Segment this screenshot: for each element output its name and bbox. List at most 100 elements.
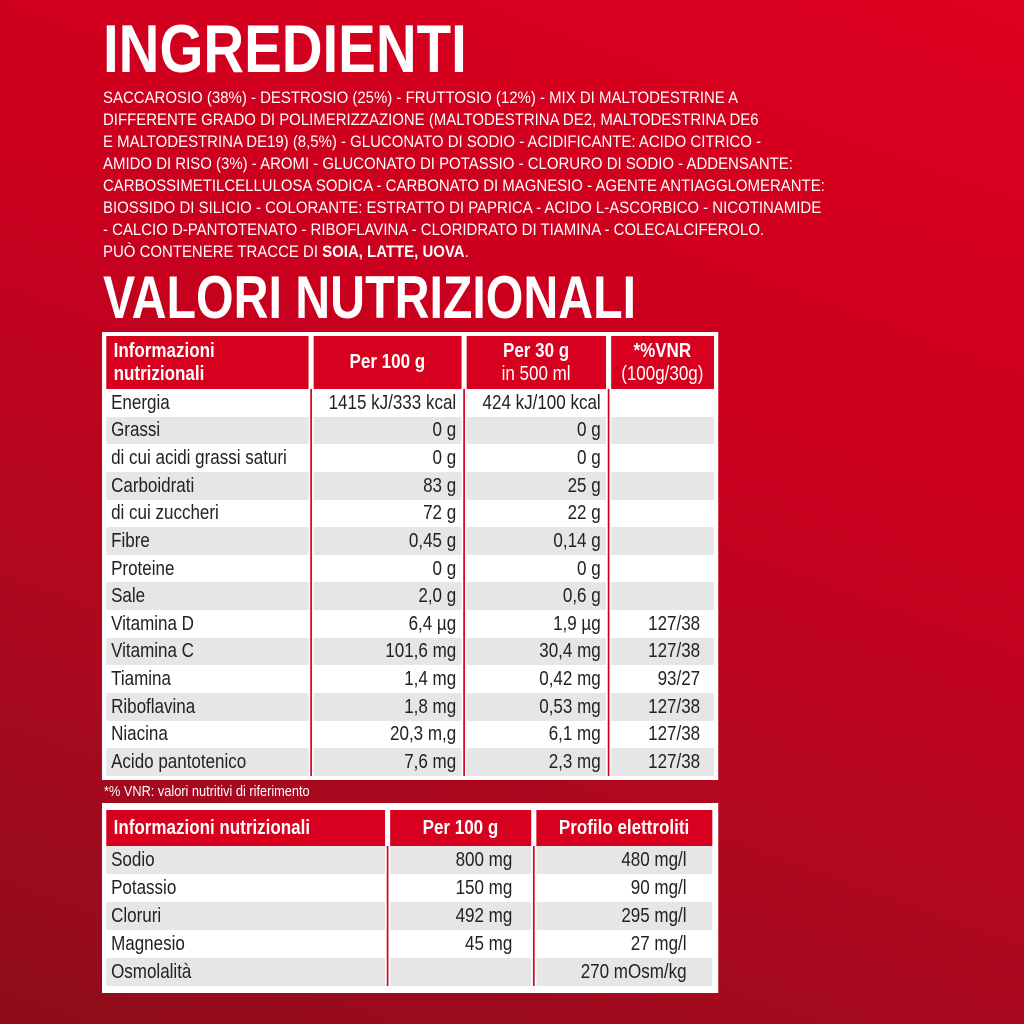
row-value: 1415 kJ/333 kcal [328, 391, 457, 414]
header-cell: Per 100 g [389, 810, 531, 846]
column-divider [308, 610, 313, 638]
allergen-line: PUÒ CONTENERE TRACCE DI SOIA, LATTE, UOV… [103, 241, 825, 263]
row-value: 492 mg [389, 902, 531, 930]
row-value: 7,6 mg [313, 748, 462, 776]
row-label: Osmolalità [105, 958, 385, 986]
row-value [610, 582, 714, 610]
row-label: Sale [105, 582, 309, 610]
table-header: Informazioni nutrizionali Per 100 g Per 3… [105, 336, 714, 389]
row-value: 1,8 mg [313, 692, 462, 721]
column-divider [531, 958, 536, 986]
table-row: Magnesio 45 mg 27 mg/l [106, 930, 714, 958]
column-divider [385, 874, 390, 902]
row-label: Sodio [105, 846, 385, 874]
row-value: 20,3 m,g [390, 723, 457, 746]
row-label: Cloruri [105, 902, 385, 930]
column-divider [385, 930, 390, 958]
ingredients-line: BIOSSIDO DI SILICIO - COLORANTE: ESTRATT… [103, 198, 822, 217]
footnote: *% VNR: valori nutritivi di riferimento [104, 784, 310, 800]
column-divider [308, 665, 313, 693]
column-divider [308, 499, 313, 528]
row-label: Niacina [111, 723, 168, 746]
row-value: 45 mg [465, 933, 513, 955]
column-divider [308, 692, 313, 721]
row-value [610, 416, 714, 445]
row-value: 0,14 g [466, 527, 606, 555]
column-divider [308, 389, 313, 417]
column-divider [461, 416, 466, 445]
column-divider [308, 444, 313, 472]
row-value: 2,3 mg [466, 748, 606, 776]
row-value: 6,4 µg [408, 612, 457, 635]
row-value: 90 mg/l [630, 877, 687, 899]
column-divider [606, 444, 611, 472]
header-cell: *%VNR (100g/30g) [610, 336, 714, 389]
header-sub: (100g/30g) [621, 362, 704, 385]
table-row: di cui zuccheri 72 g 22 g [106, 499, 714, 528]
column-divider [385, 902, 390, 930]
column-divider [308, 720, 313, 749]
column-divider [531, 930, 536, 958]
header-main: *%VNR [633, 339, 692, 362]
row-value: 127/38 [648, 612, 701, 635]
table-row: Carboidrati 83 g 25 g [105, 471, 714, 500]
row-value: 25 g [466, 471, 606, 500]
header-main: Informazioni [113, 339, 215, 362]
column-divider [308, 471, 313, 500]
row-label: Magnesio [111, 933, 185, 955]
table-row: Fibre 0,45 g 0,14 g [105, 527, 714, 555]
row-value: 0 g [432, 447, 457, 470]
row-label: Proteine [111, 557, 175, 580]
ingredients-line: DIFFERENTE GRADO DI POLIMERIZZAZIONE (MA… [103, 110, 759, 129]
row-label: Fibre [105, 527, 309, 555]
table-row: Riboflavina 1,8 mg 0,53 mg 127/38 [105, 692, 714, 721]
row-value: 295 mg/l [536, 902, 713, 930]
row-value: 93/27 [657, 668, 701, 691]
row-value: 27 mg/l [630, 933, 687, 955]
header-main: nutrizionali [113, 362, 205, 385]
column-divider [308, 637, 313, 666]
table-row: Osmolalità 270 mOsm/kg [105, 958, 714, 986]
table-row: di cui acidi grassi saturi 0 g 0 g [106, 444, 714, 472]
ingredients-line: SACCAROSIO (38%) - DESTROSIO (25%) - FRU… [103, 88, 739, 107]
table-row: Acido pantotenico 7,6 mg 2,3 mg 127/38 [105, 748, 714, 776]
row-value: 2,0 g [313, 582, 462, 610]
row-value: 1,4 mg [404, 668, 457, 691]
column-divider [606, 527, 611, 555]
column-divider [461, 582, 466, 610]
column-divider [461, 665, 466, 693]
row-value: 480 mg/l [536, 846, 713, 874]
row-value: 800 mg [389, 846, 531, 874]
nutrition-title: VALORI NUTRIZIONALI [103, 264, 637, 331]
row-value: 127/38 [610, 637, 714, 666]
row-value: 0,42 mg [539, 668, 601, 691]
header-sub: in 500 ml [501, 362, 571, 385]
row-label: Vitamina C [105, 637, 309, 666]
column-divider [461, 527, 466, 555]
column-divider [461, 720, 466, 749]
allergen-prefix: PUÒ CONTENERE TRACCE DI [103, 242, 323, 261]
ingredients-line: E MALTODESTRINA DE19) (8,5%) - GLUCONATO… [103, 132, 762, 151]
row-value [611, 555, 714, 583]
ingredients-line: AMIDO DI RISO (3%) - AROMI - GLUCONATO D… [103, 154, 793, 173]
row-value: 270 mOsm/kg [536, 958, 713, 986]
column-divider [308, 554, 313, 583]
table-row: Vitamina C 101,6 mg 30,4 mg 127/38 [105, 637, 714, 666]
row-value [610, 471, 714, 500]
column-divider [308, 527, 313, 555]
column-divider [531, 846, 536, 874]
table-row: Vitamina D 6,4 µg 1,9 µg 127/38 [106, 610, 714, 638]
column-divider [606, 389, 611, 417]
row-value: 83 g [313, 471, 462, 500]
allergen-suffix: . [464, 242, 469, 261]
header-cell: Per 100 g [313, 336, 462, 389]
row-label: di cui acidi grassi saturi [111, 447, 287, 470]
table-row: Cloruri 492 mg 295 mg/l [105, 902, 714, 930]
column-divider [606, 720, 611, 749]
row-value [611, 500, 714, 528]
column-divider [606, 692, 611, 721]
row-value: 0,53 mg [466, 692, 606, 721]
column-divider [606, 499, 611, 528]
row-value: 0 g [466, 416, 606, 445]
row-value [389, 958, 531, 986]
